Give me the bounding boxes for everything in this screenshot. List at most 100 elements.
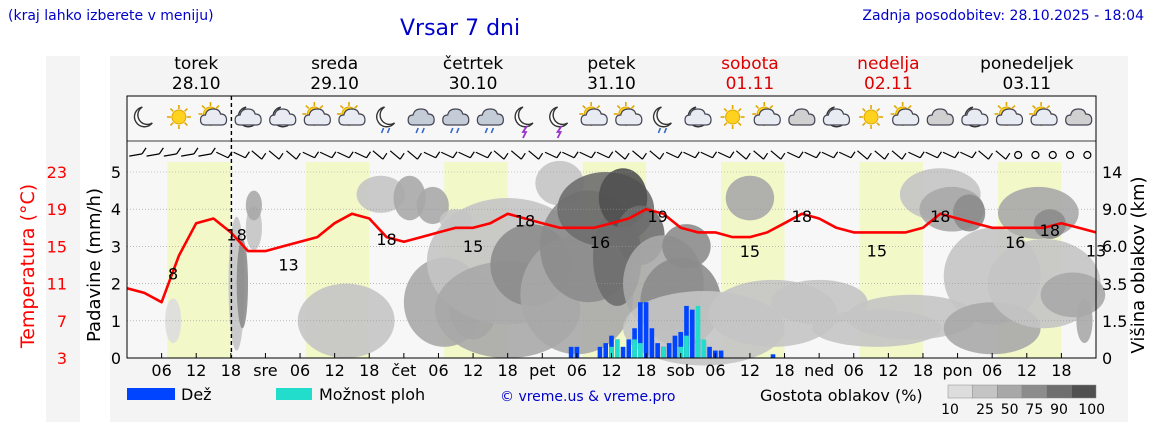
temperature-label: 15 <box>867 241 887 260</box>
x-tick-label: 06 <box>982 361 1002 380</box>
wind-calm-marker <box>1014 150 1023 160</box>
sun-ray <box>582 104 587 109</box>
sun-cloud-icon <box>752 102 781 126</box>
rain-bar <box>689 309 695 358</box>
sun-ray <box>1032 104 1036 109</box>
x-tick-label: 06 <box>290 361 310 380</box>
rain-bar <box>643 302 649 358</box>
sun-ray <box>354 104 358 109</box>
cloud-patch <box>1033 209 1067 239</box>
sun-ray <box>723 107 728 112</box>
rain-drop <box>484 127 489 134</box>
legend-shower-label: Možnost ploh <box>319 385 425 404</box>
rain-bar <box>770 354 776 358</box>
wind-barb <box>857 150 868 160</box>
cloud-shape <box>1030 108 1058 126</box>
day-date: 01.11 <box>726 74 775 94</box>
x-tick-label: 18 <box>636 361 656 380</box>
wind-barb-flag <box>712 151 718 159</box>
wind-barb <box>683 151 696 159</box>
x-tick-label: 18 <box>913 361 933 380</box>
wind-barbs <box>129 147 1092 160</box>
wind-barb-flag <box>261 152 267 160</box>
x-tick-label: 06 <box>151 361 171 380</box>
x-tick-label: 12 <box>186 361 206 380</box>
moon-cloud-icon <box>961 106 989 128</box>
cloud-shape <box>995 108 1024 126</box>
sun-disc <box>863 109 879 125</box>
temperature-label: 18 <box>376 230 396 249</box>
credit-link: © vreme.us & vreme.pro <box>500 389 675 405</box>
cloud-shape <box>684 108 712 126</box>
wind-barb-flag <box>901 152 907 160</box>
shower-bar <box>695 305 701 358</box>
sun-ray <box>1011 104 1016 109</box>
wind-barb <box>198 153 212 157</box>
wind-barb <box>146 153 160 157</box>
wind-barb-flag <box>590 151 596 159</box>
cloud-shape <box>753 108 781 126</box>
shower-bar <box>614 339 620 358</box>
wind-barb-flag <box>1005 152 1011 160</box>
x-tick-label: 12 <box>1017 361 1037 380</box>
shower-bar <box>701 339 707 358</box>
wind-barb-flag <box>399 152 405 160</box>
day-date: 02.11 <box>864 74 913 94</box>
legend-rain-swatch <box>127 388 175 400</box>
wind-barb <box>649 150 661 160</box>
wind-barb <box>717 151 731 159</box>
sun-ray <box>201 104 206 109</box>
cloud-shape <box>788 108 816 126</box>
sun-icon <box>166 105 191 129</box>
sun-cloud-icon <box>198 102 228 126</box>
x-tick-label: sre <box>253 361 277 380</box>
temperature-tick-label: 11 <box>47 275 67 294</box>
shower-bar <box>609 346 614 358</box>
wind-barb-flag <box>745 152 751 160</box>
wind-barb <box>510 150 522 160</box>
sun-ray <box>184 107 188 112</box>
wind-barb <box>268 150 280 160</box>
legend-cloud-level: 10 <box>941 402 959 418</box>
day-date: 28.10 <box>172 74 221 94</box>
wind-barb-flag <box>452 151 458 159</box>
sun-cloud-icon <box>302 102 331 126</box>
cloud-height-axis-label: Višina oblakov (km) <box>1128 176 1149 353</box>
precip-tick-label: 5 <box>111 163 121 182</box>
rain-drop <box>456 127 460 134</box>
rain-bar <box>603 343 609 358</box>
wind-barb <box>596 151 609 159</box>
wind-barb-flag <box>573 151 579 159</box>
cloud-shape <box>476 108 504 126</box>
rain-bar <box>574 346 580 358</box>
x-tick-label: pon <box>943 361 973 380</box>
legend-cloud-title: Gostota oblakov (%) <box>760 386 923 405</box>
wind-barb-flag <box>659 152 665 160</box>
wind-barb-flag <box>503 152 509 160</box>
lightning-bolt <box>555 125 563 139</box>
wind-barb <box>787 151 800 159</box>
cloud-rain-icon <box>407 108 435 134</box>
wind-barb-flag <box>158 147 164 155</box>
cloud-patch <box>245 190 262 221</box>
cloud-patch <box>236 238 249 329</box>
wind-barb-flag <box>866 152 872 160</box>
cloud-patch <box>662 224 711 269</box>
day-name: sobota <box>721 54 779 74</box>
sun-ray <box>769 104 774 109</box>
sun-ray <box>596 104 601 109</box>
wind-barb-flag <box>538 152 544 160</box>
rain-bar <box>672 335 678 358</box>
moon-shape <box>376 106 396 128</box>
day-name: četrtek <box>443 54 504 74</box>
rain-drop <box>657 127 662 134</box>
sun-cloud-icon <box>890 102 920 126</box>
sun-ray <box>339 104 344 109</box>
wind-calm-marker <box>1065 150 1075 160</box>
wind-barb-flag <box>694 151 700 159</box>
region-note: (kraj lahko izberete v meniju) <box>8 8 214 24</box>
sun-cloud-icon <box>336 102 366 126</box>
sun-ray <box>997 104 1002 109</box>
precip-tick-label: 1 <box>111 312 121 331</box>
rain-bar <box>597 346 603 358</box>
